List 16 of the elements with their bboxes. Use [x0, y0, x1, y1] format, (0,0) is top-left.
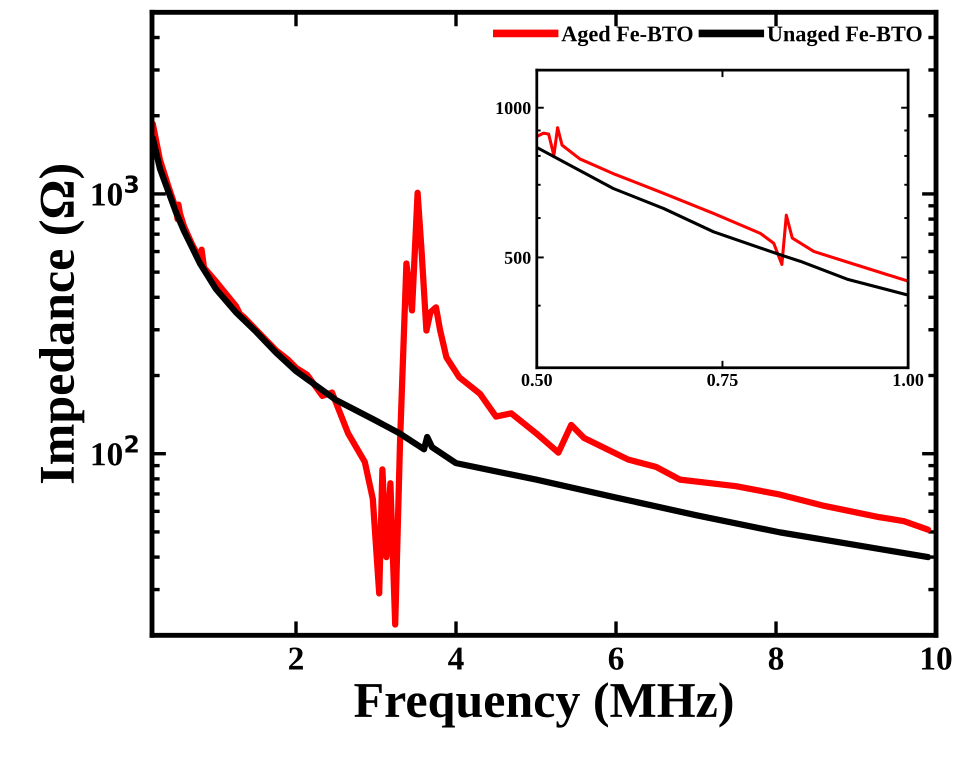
x-axis-title: Frequency (MHz)	[354, 682, 732, 728]
x-tick-label: 0.50	[522, 374, 552, 386]
x-tick-label: 2	[289, 647, 303, 670]
y-tick-label: 10$^{3}$	[92, 175, 138, 206]
y-tick-label: 10$^{2}$	[92, 435, 138, 466]
x-tick-label: 8	[768, 647, 784, 670]
x-tick-label: 1.00	[894, 374, 924, 386]
y-tick-label: 500	[504, 252, 531, 264]
y-tick-label: 1000	[496, 102, 531, 114]
x-tick-label: 10	[922, 647, 952, 670]
legend-label: Unaged Fe-BTO	[767, 26, 922, 46]
x-tick-label: 4	[448, 648, 464, 670]
legend-label: Aged Fe-BTO	[561, 26, 692, 46]
y-axis-title: Impedance (Ω)	[38, 165, 84, 484]
x-tick-label: 0.75	[707, 374, 738, 386]
x-tick-label: 6	[608, 647, 624, 670]
